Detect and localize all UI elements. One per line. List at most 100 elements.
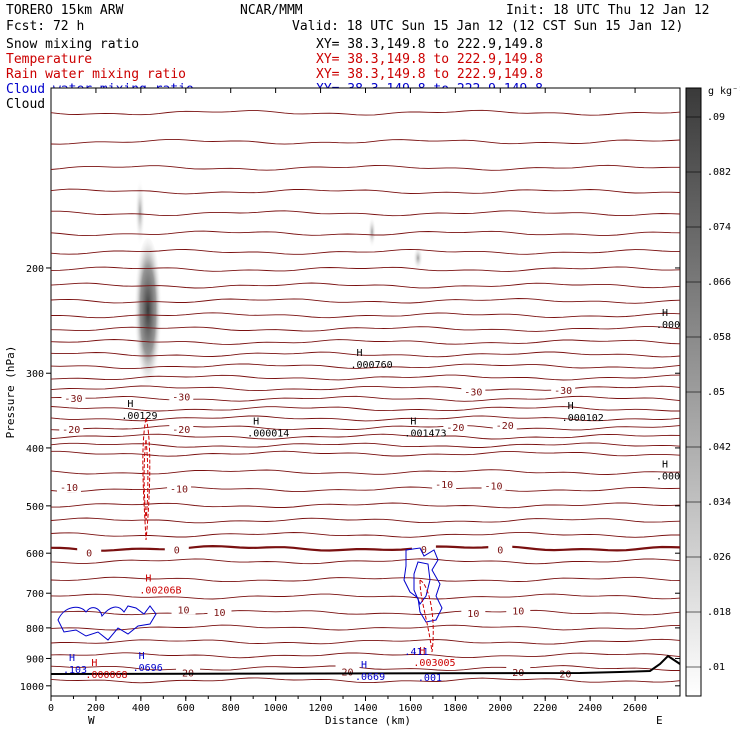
isotherm-line (51, 486, 680, 493)
colorbar-tick-label: .066 (707, 277, 731, 288)
isotherm-label: 10 (512, 606, 524, 617)
extremum-value: .000014 (247, 429, 289, 440)
colorbar-tick-label: .082 (707, 167, 731, 178)
colorbar-unit: g kg⁻¹ (708, 86, 740, 97)
isotherm-label: 20 (559, 669, 571, 680)
cloud-water-contour-west (57, 605, 157, 641)
x-axis-label: Distance (km) (325, 714, 411, 727)
isotherm-label: 10 (178, 605, 190, 616)
x-tick-label: 2200 (533, 703, 557, 714)
isotherm-line (51, 351, 680, 358)
isotherm-line (51, 665, 680, 671)
isotherm-label-bg (506, 665, 531, 677)
extremum-marker: H (357, 348, 363, 359)
snow-plume (134, 238, 162, 398)
colorbar-tick-label: .058 (707, 332, 731, 343)
rain-contour-east (419, 579, 434, 653)
isotherm-label-bg (169, 390, 194, 402)
x-tick-label: 1000 (264, 703, 288, 714)
isotherm-label-bg (335, 665, 360, 677)
extremum-value: .0000 (656, 320, 686, 331)
isotherm-label: -30 (64, 394, 82, 405)
isotherm-label: -10 (60, 483, 78, 494)
field-xy: XY= 38.3,149.8 to 222.9,149.8 (316, 67, 543, 82)
y-tick-label: 400 (26, 444, 44, 455)
y-tick-label: 300 (26, 369, 44, 380)
isotherm-line (51, 210, 680, 217)
isotherm-line (51, 282, 680, 289)
x-tick-label: 200 (87, 703, 105, 714)
model-name: TORERO 15km ARW (6, 3, 124, 18)
x-tick-label: 600 (177, 703, 195, 714)
isotherm-line (51, 450, 680, 457)
x-axis: 0 200 400 600 800 1000 1200 1400 1600 1800 2000 220… (48, 88, 659, 714)
isotherm-line (51, 385, 680, 392)
isotherm-label-bg (506, 604, 531, 616)
isotherm-label-bg (176, 666, 201, 678)
isotherm-label: -20 (496, 421, 514, 432)
isotherm-line (51, 544, 680, 552)
ice-patch-1 (368, 216, 376, 248)
y-tick-label: 600 (26, 549, 44, 560)
colorbar: .01 .018 .026 .034 .042 .05 .058 .066 .074 .082 .0… (685, 86, 740, 697)
isotherm-line (51, 230, 680, 237)
isotherm-line (51, 138, 680, 145)
isotherm-label: 0 (174, 545, 180, 556)
extremum-value: .001 (418, 673, 442, 684)
field-name: Rain water mixing ratio (6, 67, 186, 82)
isotherm-label: 0 (86, 548, 92, 559)
isotherm-contours: -30 -30 -30 -30 -20 -20 -20 -20 -10 -10 -10 -10 0 0 0 0… (51, 109, 680, 684)
isotherm-label-bg (59, 423, 84, 435)
x-tick-label: 2600 (623, 703, 647, 714)
isotherm-label-bg (61, 391, 86, 403)
colorbar-tick-label: .09 (707, 112, 725, 123)
isotherm-line (51, 576, 680, 583)
isotherm-line (51, 326, 680, 332)
colorbar-tick-label: .042 (707, 442, 731, 453)
terrain-line (51, 654, 680, 675)
ice-patch-2 (413, 246, 423, 270)
isotherm-line (51, 677, 680, 684)
init-time: Init: 18 UTC Thu 12 Jan 12 (506, 3, 710, 18)
isotherm-label-bg (77, 546, 102, 558)
isotherm-label: 10 (213, 608, 225, 619)
y-tick-label: 500 (26, 502, 44, 513)
extremum-marker: H (662, 308, 668, 319)
isotherm-line (51, 593, 680, 600)
colorbar-tick-label: .01 (707, 662, 725, 673)
field-name: Snow mixing ratio (6, 37, 139, 52)
isotherm-line (51, 425, 680, 431)
snow-shading (134, 178, 423, 398)
extremum-marker: H (568, 401, 574, 412)
hydrometeor-contours (57, 417, 443, 653)
field-xy: XY= 38.3,149.8 to 222.9,149.8 (316, 37, 543, 52)
isotherm-label-bg (481, 479, 506, 491)
isotherm-line (51, 406, 680, 412)
y-tick-label: 900 (26, 654, 44, 665)
isotherm-label: -20 (172, 425, 190, 436)
isotherm-label: -20 (446, 423, 464, 434)
extremum-marker: H (361, 660, 367, 671)
extremum-value: .00206B (139, 585, 181, 596)
x-tick-label: 2400 (578, 703, 602, 714)
rain-contour (142, 417, 151, 541)
isotherm-line (51, 374, 680, 381)
isotherm-line (51, 469, 680, 475)
colorbar-ticks: .01 .018 .026 .034 .042 .05 .058 .066 .074 .082 .0… (686, 112, 731, 673)
forecast-hour: Fcst: 72 h (6, 19, 84, 34)
isotherm-label-bg (432, 478, 457, 490)
extremum-marker: H (91, 658, 97, 669)
y-tick-label: 700 (26, 589, 44, 600)
isotherm-label-bg (164, 543, 189, 555)
extremum-marker: H (145, 573, 151, 584)
colorbar-tick-label: .034 (707, 497, 731, 508)
x-tick-label: 0 (48, 703, 54, 714)
isotherm-label: -10 (435, 480, 453, 491)
isotherm-line (51, 248, 680, 255)
extremum-value: .001473 (404, 429, 446, 440)
isotherm-label-bg (461, 385, 486, 397)
x-tick-label: 2000 (488, 703, 512, 714)
cloud-water-contour-east-inner (413, 561, 431, 605)
isotherm-label-bg (461, 606, 486, 618)
x-tick-label: 1200 (309, 703, 333, 714)
